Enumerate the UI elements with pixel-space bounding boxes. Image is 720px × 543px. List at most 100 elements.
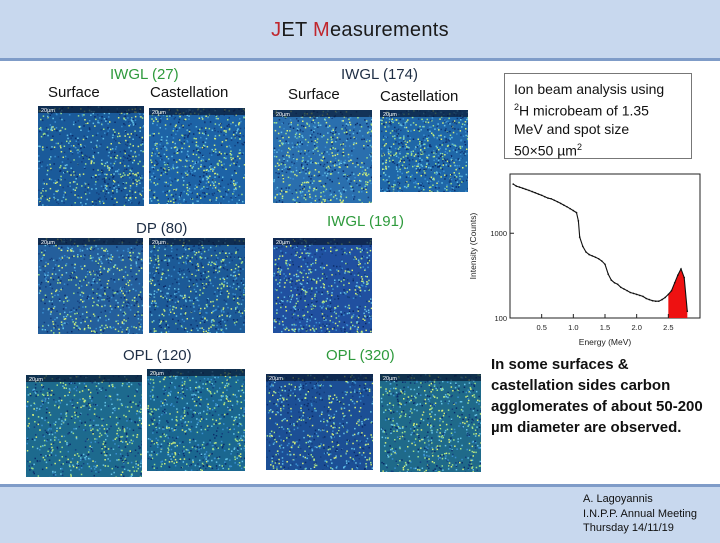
- data-point: [677, 274, 679, 276]
- data-point: [557, 201, 559, 203]
- data-point: [655, 300, 657, 302]
- sem-image-dp80-b: 20µm: [149, 238, 245, 333]
- x-axis-label: Energy (MeV): [579, 337, 632, 347]
- data-point: [544, 196, 546, 198]
- data-point: [512, 183, 514, 185]
- scale-bar-label: 20µm: [276, 112, 290, 118]
- presenter-credit: A. Lagoyannis I.N.P.P. Annual Meeting Th…: [583, 492, 697, 536]
- scale-bar-label: 20µm: [269, 376, 283, 382]
- label-iwgl174: IWGL (174): [341, 66, 418, 83]
- sem-image-iwgl27-surface: 20µm: [38, 106, 144, 206]
- data-point: [592, 255, 594, 257]
- sem-image-opl120-b: 20µm: [147, 369, 245, 471]
- ion-beam-line-2-text: H microbeam of 1.35: [519, 103, 649, 119]
- scale-bar-label: 20µm: [152, 110, 166, 116]
- label-opl120: OPL (120): [123, 347, 192, 364]
- data-point: [547, 197, 549, 199]
- label-iwgl27: IWGL (27): [110, 66, 179, 83]
- data-point: [578, 220, 580, 222]
- title-m-highlight: M: [313, 19, 330, 41]
- data-point: [566, 206, 568, 208]
- data-point: [531, 191, 533, 193]
- data-point: [528, 190, 530, 192]
- data-point: [649, 299, 651, 301]
- data-point: [614, 282, 616, 284]
- data-point: [652, 300, 654, 302]
- sem-image-iwgl174-surface: 20µm: [273, 110, 372, 203]
- data-point: [607, 273, 609, 275]
- y-tick-label: 100: [494, 314, 507, 323]
- x-tick-label: 1.0: [568, 323, 578, 332]
- data-point: [671, 290, 673, 292]
- sem-image-iwgl191: 20µm: [273, 238, 372, 333]
- scale-bar-label: 20µm: [383, 112, 397, 118]
- data-point: [664, 297, 666, 299]
- data-point: [582, 246, 584, 248]
- label-iwgl27-castellation: Castellation: [150, 84, 228, 101]
- data-point: [588, 254, 590, 256]
- data-point: [636, 294, 638, 296]
- ion-beam-line-1: Ion beam analysis using: [514, 80, 691, 98]
- scale-bar-label: 20µm: [41, 108, 55, 114]
- scale-bar-label: 20µm: [41, 240, 55, 246]
- data-point: [611, 279, 613, 281]
- data-point: [687, 311, 689, 313]
- data-point: [569, 208, 571, 210]
- data-point: [668, 294, 670, 296]
- label-iwgl191: IWGL (191): [327, 213, 404, 230]
- data-point: [560, 203, 562, 205]
- data-point: [645, 298, 647, 300]
- data-point: [550, 198, 552, 200]
- label-opl320: OPL (320): [326, 347, 395, 364]
- data-point: [623, 288, 625, 290]
- sem-image-dp80-a: 20µm: [38, 238, 143, 334]
- label-iwgl174-castellation: Castellation: [380, 88, 458, 105]
- credit-event: I.N.P.P. Annual Meeting: [583, 507, 697, 522]
- ion-beam-line-2: 2H microbeam of 1.35: [514, 98, 691, 120]
- data-point: [522, 187, 524, 189]
- data-point: [538, 193, 540, 195]
- data-point: [604, 264, 606, 266]
- data-point: [683, 277, 685, 279]
- data-point: [658, 300, 660, 302]
- data-point: [554, 200, 556, 202]
- data-point: [579, 236, 581, 238]
- observation-text: In some surfaces & castellation sides ca…: [491, 354, 706, 438]
- credit-date: Thursday 14/11/19: [583, 521, 697, 536]
- data-point: [595, 257, 597, 259]
- scale-bar-label: 20µm: [150, 371, 164, 377]
- data-point: [535, 192, 537, 194]
- ion-beam-line-4: 50×50 µm2: [514, 138, 691, 160]
- ion-beam-line-3: MeV and spot size: [514, 120, 691, 138]
- ion-beam-info-box: Ion beam analysis using 2H microbeam of …: [504, 73, 692, 159]
- data-point: [585, 251, 587, 253]
- label-iwgl174-surface: Surface: [288, 86, 340, 103]
- data-point: [601, 260, 603, 262]
- x-tick-label: 2.5: [663, 323, 673, 332]
- scale-bar-label: 20µm: [383, 376, 397, 382]
- data-point: [516, 185, 518, 187]
- slide-title: JET Measurements: [0, 19, 720, 42]
- title-part-b: easurements: [330, 19, 449, 41]
- data-point: [630, 292, 632, 294]
- scale-bar-label: 20µm: [152, 240, 166, 246]
- title-j: J: [271, 19, 281, 41]
- sem-image-iwgl174-castellation: 20µm: [380, 110, 468, 192]
- sem-image-opl320-b: 20µm: [380, 374, 481, 472]
- data-point: [598, 258, 600, 260]
- data-point: [626, 290, 628, 292]
- title-part-a: ET: [281, 19, 313, 41]
- data-point: [661, 299, 663, 301]
- data-point: [633, 293, 635, 295]
- data-point: [525, 189, 527, 191]
- y-tick-label: 1000: [490, 229, 507, 238]
- x-tick-label: 0.5: [536, 323, 546, 332]
- scale-bar-label: 20µm: [276, 240, 290, 246]
- label-iwgl27-surface: Surface: [48, 84, 100, 101]
- data-point: [541, 195, 543, 197]
- data-point: [563, 204, 565, 206]
- scale-bar-label: 20µm: [29, 377, 43, 383]
- y-axis-label: Intensity (Counts): [468, 213, 478, 280]
- x-tick-label: 2.0: [631, 323, 641, 332]
